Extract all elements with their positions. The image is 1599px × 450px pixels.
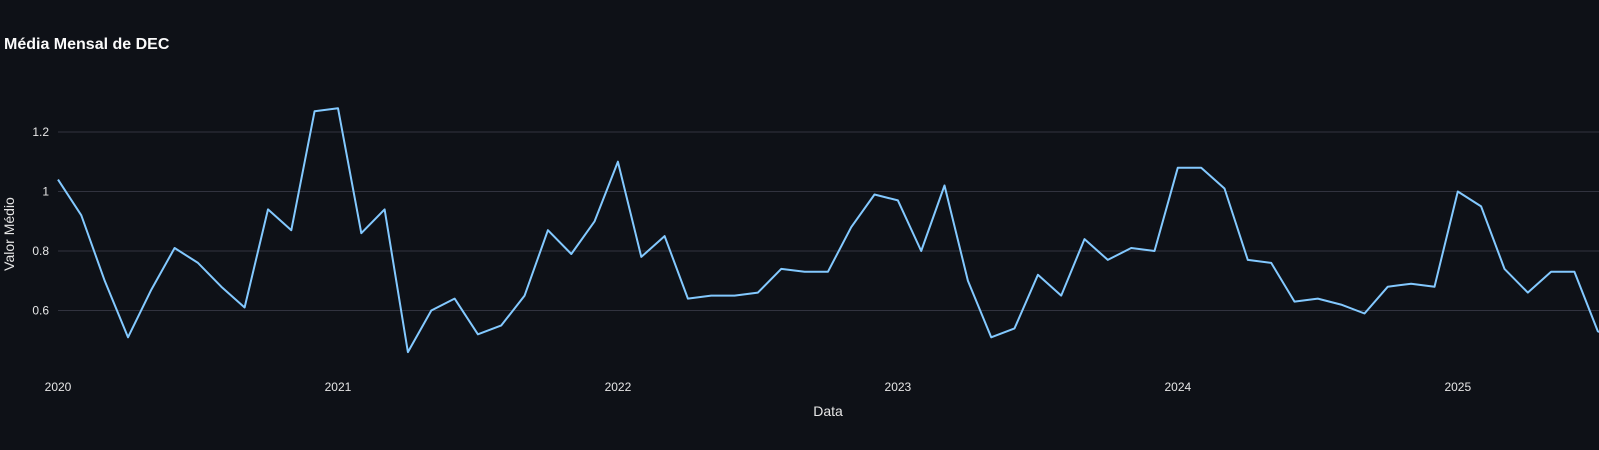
y-axis-ticks: 0.6 0.8 1 1.2 (32, 125, 49, 318)
y-tick-label: 0.8 (32, 244, 49, 258)
y-tick-label: 0.6 (32, 304, 49, 318)
x-tick-label: 2025 (1444, 380, 1471, 394)
x-tick-label: 2023 (885, 380, 912, 394)
x-tick-label: 2022 (605, 380, 632, 394)
x-tick-label: 2020 (45, 380, 72, 394)
series-line (57, 107, 1599, 354)
gridlines (58, 131, 1599, 311)
x-axis-ticks: 2020 2021 2022 2023 2024 2025 (45, 380, 1472, 394)
y-tick-label: 1.2 (32, 125, 49, 139)
chart-title: Média Mensal de DEC (4, 36, 170, 53)
y-tick-label: 1 (42, 185, 49, 199)
x-tick-label: 2024 (1164, 380, 1191, 394)
x-tick-label: 2021 (325, 380, 352, 394)
x-axis-label: Data (813, 403, 843, 419)
y-axis-label: Valor Médio (1, 197, 17, 271)
